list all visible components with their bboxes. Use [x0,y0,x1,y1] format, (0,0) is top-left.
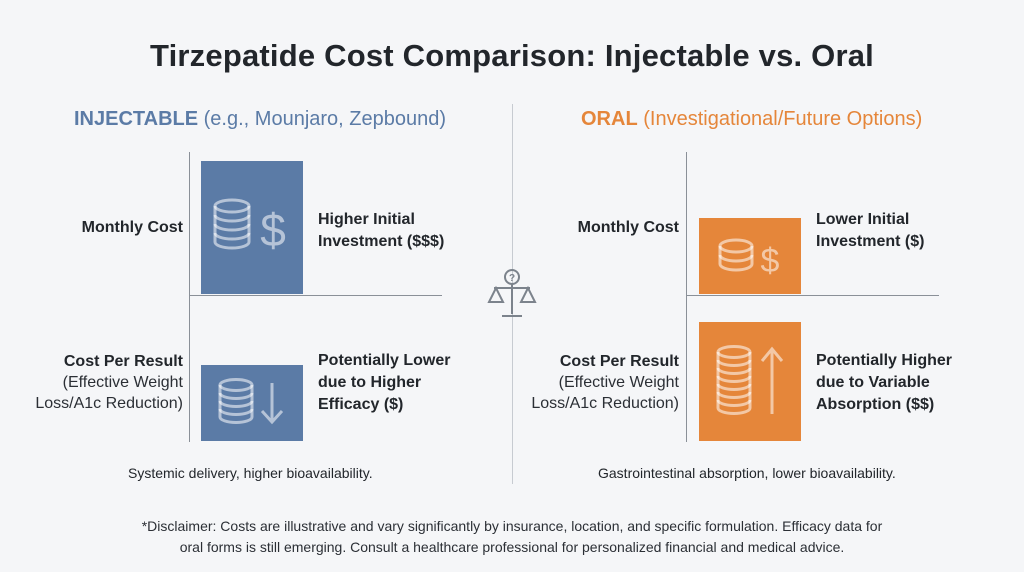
injectable-heading-strong: INJECTABLE [74,108,199,130]
injectable-cost-per-result-bar [201,365,303,441]
oral-cost-per-result-label: Cost Per Result (Effective Weight Loss/A… [531,353,679,412]
injectable-cost-per-result-value: Potentially Lower due to Higher Efficacy… [318,352,451,413]
injectable-monthly-cost-value: Higher Initial Investment ($$$) [318,211,445,250]
injectable-monthly-cost-bar: $ [201,161,303,294]
oral-monthly-cost-bar: $ [699,218,801,294]
oral-monthly-cost-value: Lower Initial Investment ($) [816,211,925,250]
oral-heading-rest: (Investigational/Future Options) [637,108,923,130]
oral-row-separator [686,295,939,296]
svg-text:$: $ [761,242,780,280]
disclaimer: *Disclaimer: Costs are illustrative and … [141,518,883,555]
coin-stack-down-arrow-icon [214,377,290,429]
injectable-heading-rest: (e.g., Mounjaro, Zepbound) [198,108,447,130]
oral-caption: Gastrointestinal absorption, lower bioav… [598,465,896,481]
oral-y-axis [686,152,687,442]
injectable-row-separator [189,295,442,296]
injectable-cost-per-result-label: Cost Per Result (Effective Weight Loss/A… [35,353,183,412]
svg-text:$: $ [260,204,286,256]
oral-heading: ORAL (Investigational/Future Options) [581,108,922,131]
balance-scale-question-icon: ? [486,268,538,327]
oral-heading-strong: ORAL [581,108,638,130]
coin-stack-up-arrow-icon [710,342,790,422]
injectable-monthly-cost-label: Monthly Cost [81,219,183,236]
coin-stack-dollar-icon: $ [712,232,788,280]
page-title: Tirzepatide Cost Comparison: Injectable … [150,38,874,73]
injectable-caption: Systemic delivery, higher bioavailabilit… [128,465,373,481]
oral-monthly-cost-label: Monthly Cost [577,219,679,236]
oral-cost-per-result-value: Potentially Higher due to Variable Absor… [816,352,953,413]
oral-cost-per-result-bar [699,322,801,441]
injectable-y-axis [189,152,190,442]
svg-text:?: ? [509,273,515,284]
coin-stack-dollar-icon: $ [210,196,294,260]
injectable-heading: INJECTABLE (e.g., Mounjaro, Zepbound) [74,108,446,131]
